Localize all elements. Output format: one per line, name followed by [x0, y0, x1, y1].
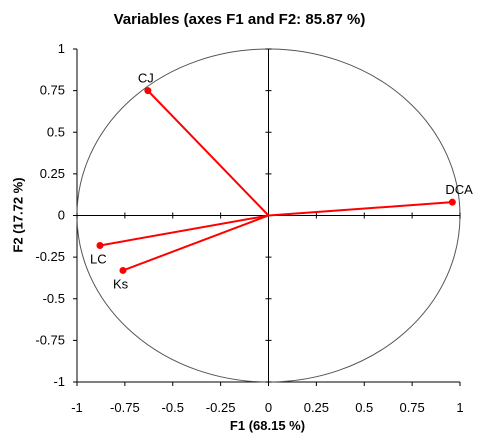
x-tick-label: -0.5 — [162, 400, 184, 415]
x-tick-label: 0.75 — [399, 400, 424, 415]
y-axis-label: F2 (17.72 %) — [10, 177, 26, 253]
vector-point — [119, 266, 127, 274]
y-tick-label: -0.25 — [35, 249, 65, 264]
vector-line — [147, 89, 270, 217]
x-tick-label: -0.25 — [206, 400, 236, 415]
x-tick-label: 0 — [265, 400, 272, 415]
vector-point — [96, 241, 104, 249]
vector-label: DCA — [445, 182, 473, 197]
vector-label: CJ — [138, 71, 154, 86]
y-tick-label: 0.5 — [47, 124, 65, 139]
x-tick-label: -1 — [71, 400, 83, 415]
y-tick-label: 0.75 — [40, 83, 65, 98]
vector-line — [99, 214, 269, 247]
vector-label: LC — [90, 251, 107, 266]
vector-line — [122, 214, 269, 272]
vector-point — [448, 198, 456, 206]
y-tick-label: -1 — [53, 374, 65, 389]
x-axis-label: F1 (68.15 %) — [229, 418, 306, 433]
vector-label: Ks — [113, 276, 129, 291]
y-tick-label: 1 — [58, 41, 65, 56]
vector-point — [144, 87, 152, 95]
x-tick-label: 1 — [456, 400, 463, 415]
y-tick-label: 0 — [58, 208, 65, 223]
y-tick-label: 0.25 — [40, 166, 65, 181]
x-tick-label: 0.25 — [304, 400, 329, 415]
chart-title: Variables (axes F1 and F2: 85.87 %) — [113, 11, 366, 28]
x-tick-label: -0.75 — [110, 400, 140, 415]
vector-line — [268, 201, 453, 217]
y-tick-label: -0.75 — [35, 332, 65, 347]
y-tick-label: -0.5 — [43, 291, 65, 306]
vector-layer: CJ DCA LC Ks — [90, 71, 473, 292]
tick-layer: 1 0.75 0.5 0.25 0 -0.25 -0.5 -0.75 -1 -1 -0.75 -0.5… — [35, 41, 463, 415]
x-tick-label: 0.5 — [355, 400, 373, 415]
